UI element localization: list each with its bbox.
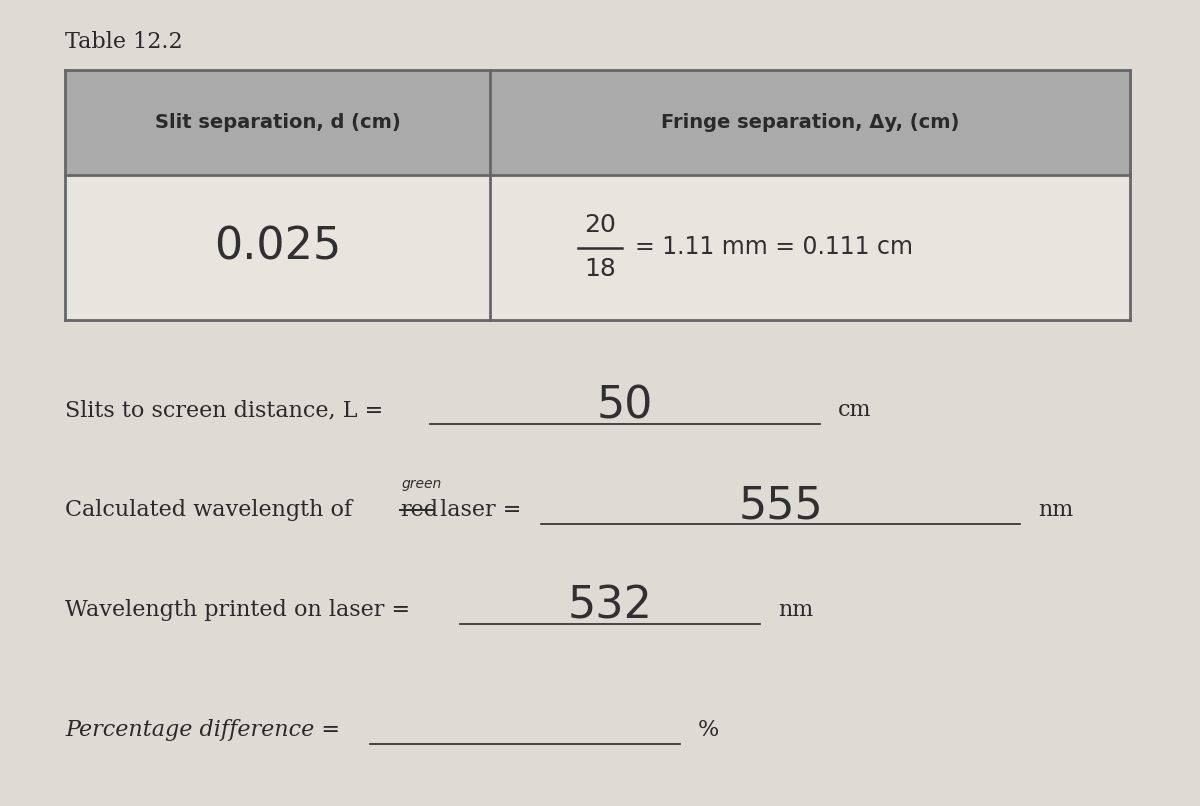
Text: 532: 532 (568, 584, 653, 628)
Text: Table 12.2: Table 12.2 (65, 31, 182, 53)
Bar (490, 175, 1130, 320)
Text: Wavelength printed on laser =: Wavelength printed on laser = (65, 599, 410, 621)
Text: green: green (402, 477, 443, 491)
Text: 0.025: 0.025 (214, 226, 341, 269)
Text: cm: cm (838, 399, 871, 421)
Text: nm: nm (1038, 499, 1073, 521)
Text: 50: 50 (596, 384, 653, 427)
Text: Slits to screen distance, L =: Slits to screen distance, L = (65, 399, 383, 421)
Bar (65, 175, 490, 320)
Text: %: % (698, 719, 719, 741)
Text: = 1.11 mm = 0.111 cm: = 1.11 mm = 0.111 cm (635, 235, 913, 260)
Text: red: red (400, 499, 438, 521)
Text: nm: nm (778, 599, 814, 621)
Bar (65, 70, 490, 175)
Text: laser =: laser = (433, 499, 521, 521)
Text: Calculated wavelength of: Calculated wavelength of (65, 499, 359, 521)
Text: 18: 18 (584, 257, 616, 281)
Text: Percentage difference =: Percentage difference = (65, 719, 340, 741)
Text: 20: 20 (584, 214, 616, 238)
Text: Slit separation, d (cm): Slit separation, d (cm) (155, 113, 401, 132)
Text: Fringe separation, Δy, (cm): Fringe separation, Δy, (cm) (661, 113, 959, 132)
Bar (490, 70, 1130, 175)
Text: 555: 555 (738, 484, 823, 527)
